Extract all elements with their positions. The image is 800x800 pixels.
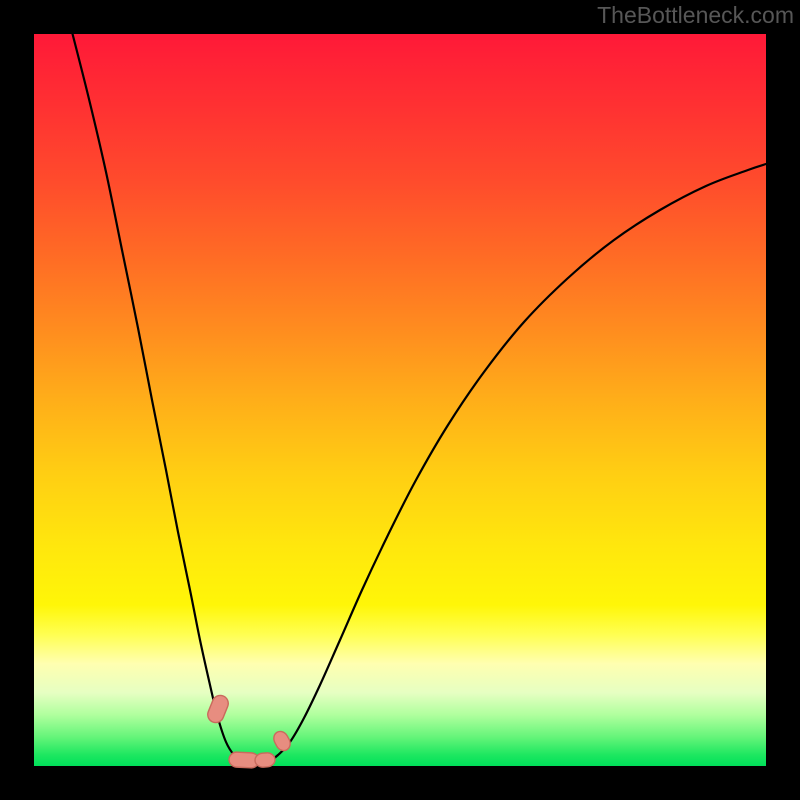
watermark-text: TheBottleneck.com bbox=[597, 2, 794, 29]
marker-capsule bbox=[255, 752, 276, 767]
chart-container: TheBottleneck.com bbox=[0, 0, 800, 800]
bottleneck-curve-chart bbox=[0, 0, 800, 800]
plot-background bbox=[34, 34, 766, 766]
